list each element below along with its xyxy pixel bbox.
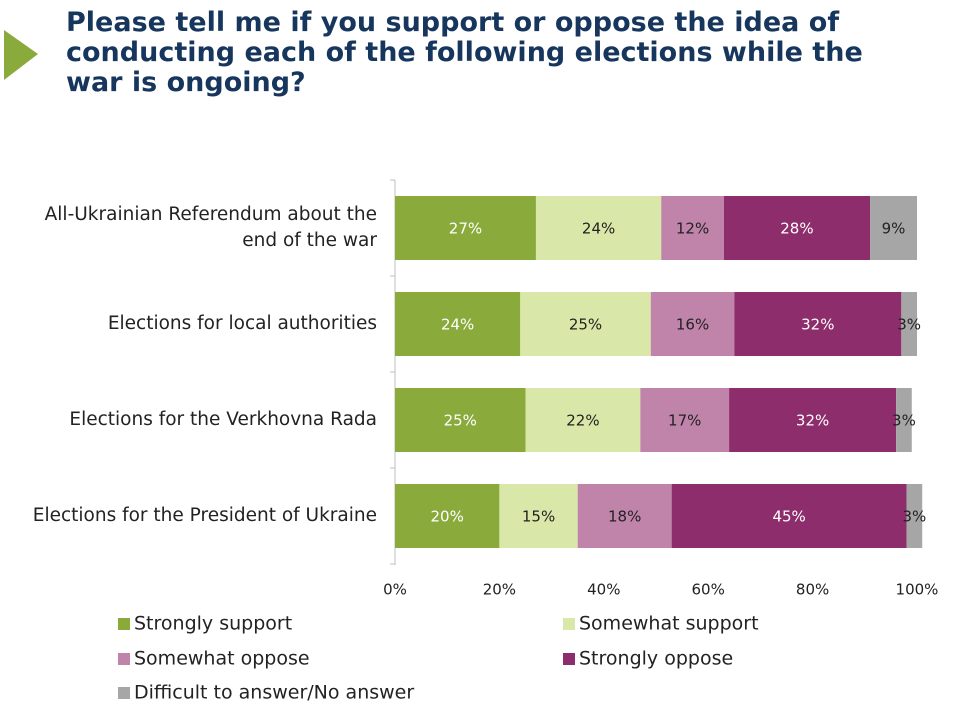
decor-triangle xyxy=(4,30,38,80)
value-label: 22% xyxy=(566,412,599,430)
value-label: 28% xyxy=(780,220,813,238)
category-label: Elections for the President of Ukraine xyxy=(32,505,377,526)
value-label: 25% xyxy=(569,316,602,334)
value-label: 27% xyxy=(449,220,482,238)
value-label: 9% xyxy=(882,220,906,238)
value-label: 32% xyxy=(801,316,834,334)
value-label: 12% xyxy=(676,220,709,238)
bar-segment xyxy=(395,388,526,452)
bar-segment xyxy=(723,196,871,260)
legend-label: Somewhat support xyxy=(579,613,759,635)
bar-segment xyxy=(535,196,662,260)
value-label: 45% xyxy=(772,508,805,526)
value-label: 32% xyxy=(796,412,829,430)
bar-segment xyxy=(650,292,735,356)
legend-swatch xyxy=(563,653,575,665)
x-tick-label: 100% xyxy=(896,581,939,599)
bar-segment xyxy=(671,484,907,548)
bar-segment xyxy=(499,484,578,548)
value-label: 20% xyxy=(431,508,464,526)
bar-segment xyxy=(395,292,521,356)
bar-segment xyxy=(520,292,651,356)
bar-segment xyxy=(734,292,902,356)
bar-segment xyxy=(525,388,641,452)
category-label: Elections for the Verkhovna Rada xyxy=(69,409,377,430)
x-tick-label: 0% xyxy=(383,581,407,599)
bar-segment xyxy=(661,196,724,260)
value-label: 3% xyxy=(897,316,921,334)
chart-title: Please tell me if you support or oppose … xyxy=(66,7,863,98)
value-label: 18% xyxy=(608,508,641,526)
legend-label: Strongly support xyxy=(134,613,292,635)
value-label: 3% xyxy=(902,508,926,526)
bar-segment xyxy=(640,388,730,452)
bar-segment xyxy=(395,196,536,260)
bar-segment xyxy=(729,388,897,452)
bar-segment xyxy=(906,484,923,548)
x-tick-label: 20% xyxy=(483,581,516,599)
bar-segment xyxy=(896,388,912,452)
legend-swatch xyxy=(563,618,575,630)
legend-swatch xyxy=(118,618,130,630)
value-label: 25% xyxy=(444,412,477,430)
bar-segment xyxy=(870,196,917,260)
x-tick-label: 40% xyxy=(587,581,620,599)
legend-label: Strongly oppose xyxy=(579,648,733,670)
x-tick-label: 80% xyxy=(796,581,829,599)
value-label: 16% xyxy=(676,316,709,334)
value-label: 15% xyxy=(522,508,555,526)
legend-swatch xyxy=(118,687,130,699)
value-label: 17% xyxy=(668,412,701,430)
bar-segment xyxy=(577,484,672,548)
legend-label: Difficult to answer/No answer xyxy=(134,682,414,704)
x-tick-label: 60% xyxy=(692,581,725,599)
legend-swatch xyxy=(118,653,130,665)
bar-segment xyxy=(901,292,917,356)
category-label: All-Ukrainian Referendum about the end o… xyxy=(44,204,377,251)
value-label: 24% xyxy=(441,316,474,334)
value-label: 24% xyxy=(582,220,615,238)
category-label: Elections for local authorities xyxy=(107,313,377,334)
legend-label: Somewhat oppose xyxy=(134,648,310,670)
value-label: 3% xyxy=(892,412,916,430)
bar-segment xyxy=(395,484,500,548)
